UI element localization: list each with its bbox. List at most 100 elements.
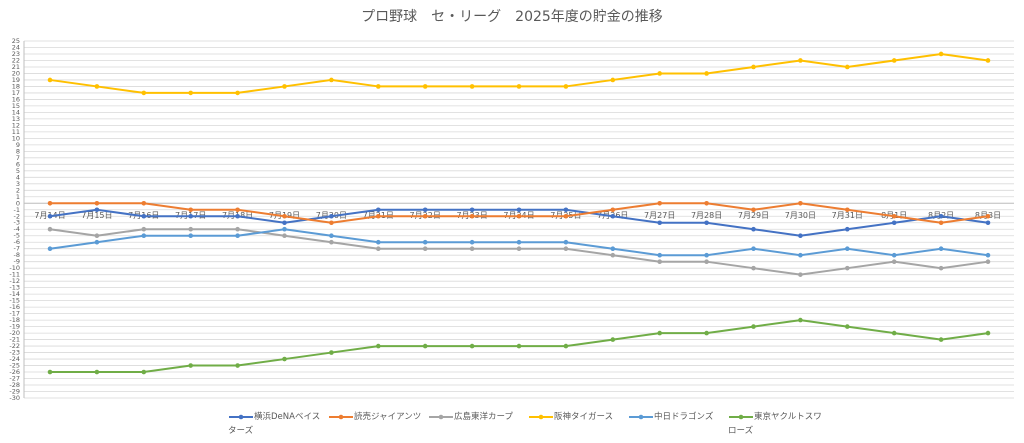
y-tick-label: -21 <box>9 336 20 344</box>
data-point <box>469 213 475 219</box>
data-point <box>141 213 147 219</box>
data-point <box>422 246 428 252</box>
y-tick-label: -2 <box>14 212 20 220</box>
y-tick-label: 15 <box>12 102 20 110</box>
y-tick-label: -10 <box>9 264 20 272</box>
y-tick-label: 14 <box>12 108 20 116</box>
legend-dot <box>638 414 644 419</box>
data-point <box>94 207 100 213</box>
legend-marker <box>629 414 653 419</box>
data-point <box>47 77 53 83</box>
data-point <box>329 239 334 245</box>
data-point <box>188 213 193 219</box>
x-tick-label: 7月29日 <box>738 211 769 220</box>
data-point <box>329 77 334 83</box>
y-tick-label: -29 <box>9 388 20 396</box>
y-tick-label: -13 <box>9 284 20 292</box>
data-point <box>704 259 709 264</box>
chart: プロ野球 セ・リーグ 2025年度の貯金の推移 2524232221201918… <box>9 9 1014 402</box>
y-tick-label: 5 <box>16 167 20 175</box>
data-point <box>657 252 662 258</box>
y-tick-label: -3 <box>14 219 20 227</box>
legend-item: 広島東洋カープ <box>428 410 528 438</box>
data-point <box>422 213 428 219</box>
y-tick-label: -23 <box>9 349 20 357</box>
data-point <box>235 363 240 368</box>
data-point <box>141 226 147 232</box>
legend-item: 読売ジャイアンツ <box>328 410 428 438</box>
y-tick-label: -6 <box>14 238 20 246</box>
data-point <box>938 337 944 342</box>
x-tick-label: 7月28日 <box>691 211 722 220</box>
data-point <box>704 71 709 76</box>
data-point <box>376 246 381 252</box>
data-point <box>47 369 53 375</box>
y-tick-label: 2 <box>16 186 20 194</box>
data-point <box>422 343 428 349</box>
data-point <box>188 207 193 213</box>
data-point <box>282 233 287 239</box>
data-point <box>329 220 334 226</box>
data-point <box>282 356 287 362</box>
data-point <box>422 239 428 245</box>
data-point <box>469 343 475 349</box>
data-point <box>610 213 616 219</box>
data-point <box>282 220 287 226</box>
x-tick-label: 7月15日 <box>81 211 112 220</box>
data-point <box>610 207 616 213</box>
data-point <box>798 233 803 239</box>
data-point <box>329 350 334 355</box>
data-point <box>891 259 897 264</box>
y-tick-label: 17 <box>12 89 20 97</box>
y-tick-label: -14 <box>9 290 20 298</box>
data-point <box>704 330 709 336</box>
legend: 横浜DeNAベイスターズ 読売ジャイアンツ 広島東洋カープ 阪神タイガース 中日ドラゴン… <box>228 410 828 438</box>
y-tick-label: -7 <box>14 245 20 253</box>
data-point <box>422 84 428 89</box>
data-point <box>751 265 756 271</box>
y-tick-label: 7 <box>16 154 20 162</box>
data-point <box>985 213 991 219</box>
y-tick-label: -20 <box>9 329 20 337</box>
data-point <box>751 207 756 213</box>
data-point <box>563 239 569 245</box>
y-tick-label: 25 <box>12 37 20 45</box>
y-tick-label: 16 <box>12 95 20 103</box>
y-tick-label: 12 <box>12 121 20 129</box>
data-point <box>798 317 803 323</box>
data-point <box>516 343 522 349</box>
data-point <box>235 226 240 232</box>
y-tick-label: 8 <box>16 147 20 155</box>
data-point <box>188 363 193 368</box>
x-tick-label: 7月30日 <box>785 211 816 220</box>
data-point <box>798 272 803 277</box>
legend-item: 中日ドラゴンズ <box>628 410 728 438</box>
data-point <box>891 213 897 219</box>
legend-dot <box>438 414 444 419</box>
legend-marker <box>229 414 253 419</box>
data-point <box>845 324 850 329</box>
data-point <box>751 64 756 70</box>
data-point <box>798 58 803 63</box>
data-point <box>985 220 991 226</box>
y-tick-label: 0 <box>16 199 20 207</box>
data-point <box>235 213 240 219</box>
data-point <box>47 226 53 232</box>
data-point <box>516 84 522 89</box>
data-point <box>376 213 381 219</box>
data-point <box>188 226 193 232</box>
data-point <box>938 51 944 57</box>
legend-item: 横浜DeNAベイスターズ <box>228 410 328 438</box>
data-point <box>845 207 850 213</box>
y-tick-label: -26 <box>9 368 20 376</box>
data-point <box>845 246 850 252</box>
data-point <box>938 246 944 252</box>
x-tick-label: 7月31日 <box>832 211 863 220</box>
data-point <box>94 369 100 375</box>
data-point <box>657 220 662 226</box>
y-tick-label: -27 <box>9 375 20 383</box>
y-tick-label: -25 <box>9 362 20 370</box>
data-point <box>235 90 240 96</box>
data-point <box>704 220 709 226</box>
data-point <box>657 330 662 336</box>
